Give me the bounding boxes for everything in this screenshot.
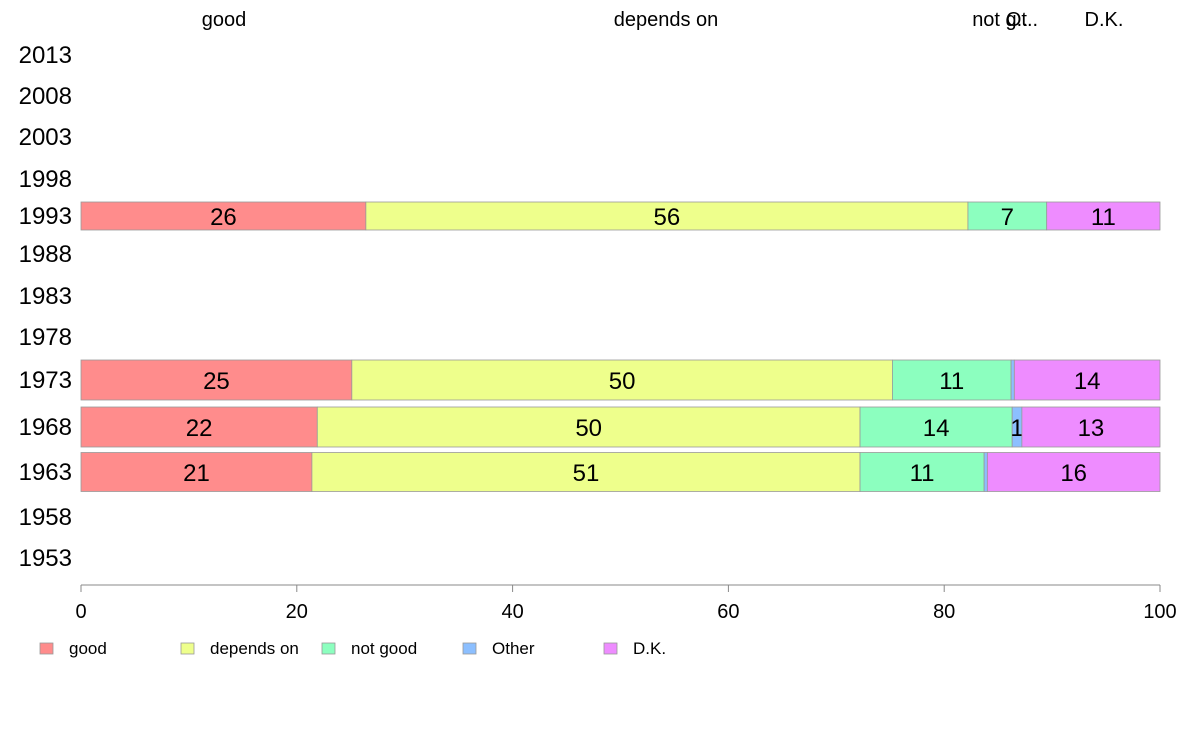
x-axis: 0 20 40 60 80 100 bbox=[75, 584, 1177, 623]
legend: good depends on not good Other D.K. bbox=[39, 639, 666, 658]
bar-segment-other-1973 bbox=[1010, 359, 1015, 401]
legend-label-not-good: not good bbox=[351, 639, 417, 658]
bar-segment-d-k--1973 bbox=[1013, 359, 1161, 401]
data-label-good-1963: 21 bbox=[183, 460, 210, 487]
data-label-d-k--1973: 14 bbox=[1074, 368, 1101, 395]
data-label-not-good-1993: 7 bbox=[1001, 204, 1014, 231]
y-axis: 2013 2008 2003 1998 1993 1988 1983 1978 1973 1968… bbox=[19, 42, 72, 572]
data-label-depends-on-1968: 50 bbox=[575, 415, 602, 442]
bar-segment-not-good-1973 bbox=[892, 359, 1012, 401]
bar-row-1973: 25 50 11 14 bbox=[80, 359, 1161, 401]
data-label-d-k--1993: 11 bbox=[1091, 204, 1116, 231]
legend-swatch-d-k- bbox=[603, 642, 618, 655]
data-label-not-good-1973: 11 bbox=[939, 368, 964, 395]
bar-segment-good-1963 bbox=[80, 452, 313, 492]
top-label-1: depends on bbox=[614, 9, 719, 31]
x-tick-label-80: 80 bbox=[933, 601, 955, 623]
bar-segment-good-1973 bbox=[80, 359, 353, 401]
y-tick-label-1953: 1953 bbox=[19, 545, 72, 572]
data-label-good-1993: 26 bbox=[210, 204, 237, 231]
bar-row-1968: 22 50 14 1 13 bbox=[80, 406, 1161, 448]
bar-segment-other-1963 bbox=[983, 452, 988, 492]
legend-label-good: good bbox=[69, 639, 107, 658]
bar-row-1993: 26 56 7 11 bbox=[80, 201, 1161, 231]
bar-segment-depends-on-1973 bbox=[351, 359, 893, 401]
y-tick-label-1988: 1988 bbox=[19, 241, 72, 268]
y-tick-label-2003: 2003 bbox=[19, 124, 72, 151]
y-tick-label-1983: 1983 bbox=[19, 283, 72, 310]
bar-segment-d-k--1963 bbox=[986, 452, 1161, 492]
top-category-labels: good depends on not g..Ot.. D.K. bbox=[202, 9, 1124, 31]
y-tick-label-1963: 1963 bbox=[19, 459, 72, 486]
data-label-depends-on-1973: 50 bbox=[609, 368, 636, 395]
data-label-good-1973: 25 bbox=[203, 368, 230, 395]
legend-swatch-other bbox=[462, 642, 477, 655]
data-label-not-good-1968: 14 bbox=[923, 415, 950, 442]
y-tick-label-1968: 1968 bbox=[19, 414, 72, 441]
top-label-3: Ot.. bbox=[1006, 9, 1038, 31]
bar-segment-d-k--1968 bbox=[1021, 406, 1161, 448]
bar-segment-not-good-1963 bbox=[859, 452, 985, 492]
top-label-2: not g.. bbox=[972, 9, 1028, 31]
x-tick-label-100: 100 bbox=[1143, 601, 1176, 623]
bar-segment-d-k--1993 bbox=[1046, 201, 1161, 231]
legend-swatch-depends-on bbox=[180, 642, 195, 655]
x-tick-label-20: 20 bbox=[286, 601, 308, 623]
x-tick-label-40: 40 bbox=[501, 601, 523, 623]
data-label-not-good-1963: 11 bbox=[910, 460, 935, 487]
bar-row-1963: 21 51 11 16 bbox=[80, 452, 1161, 492]
y-tick-label-1993: 1993 bbox=[19, 203, 72, 230]
legend-label-d-k-: D.K. bbox=[633, 639, 666, 658]
data-label-depends-on-1993: 56 bbox=[654, 204, 681, 231]
bar-segment-depends-on-1963 bbox=[311, 452, 861, 492]
data-label-depends-on-1963: 51 bbox=[573, 460, 600, 487]
bar-segment-not-good-1968 bbox=[859, 406, 1013, 448]
y-tick-label-1978: 1978 bbox=[19, 324, 72, 351]
y-tick-label-1998: 1998 bbox=[19, 166, 72, 193]
y-tick-label-1958: 1958 bbox=[19, 504, 72, 531]
bar-segment-depends-on-1993 bbox=[365, 201, 969, 231]
legend-swatch-not-good bbox=[321, 642, 336, 655]
y-tick-label-2008: 2008 bbox=[19, 83, 72, 110]
data-label-d-k--1963: 16 bbox=[1060, 460, 1087, 487]
top-label-4: D.K. bbox=[1085, 9, 1124, 31]
legend-label-depends-on: depends on bbox=[210, 639, 299, 658]
y-tick-label-2013: 2013 bbox=[19, 42, 72, 69]
data-label-other-1968: 1 bbox=[1010, 415, 1023, 442]
top-label-0: good bbox=[202, 9, 247, 31]
bar-segment-depends-on-1968 bbox=[316, 406, 861, 448]
x-tick-label-0: 0 bbox=[75, 601, 86, 623]
legend-label-other: Other bbox=[492, 639, 535, 658]
data-label-d-k--1968: 13 bbox=[1078, 415, 1105, 442]
x-tick-label-60: 60 bbox=[717, 601, 739, 623]
legend-swatch-good bbox=[39, 642, 54, 655]
bar-segment-good-1968 bbox=[80, 406, 318, 448]
y-tick-label-1973: 1973 bbox=[19, 367, 72, 394]
data-label-good-1968: 22 bbox=[186, 415, 213, 442]
bars: 26 56 7 11 25 50 11 14 22 50 14 1 13 21 51 11 16 bbox=[80, 201, 1161, 492]
